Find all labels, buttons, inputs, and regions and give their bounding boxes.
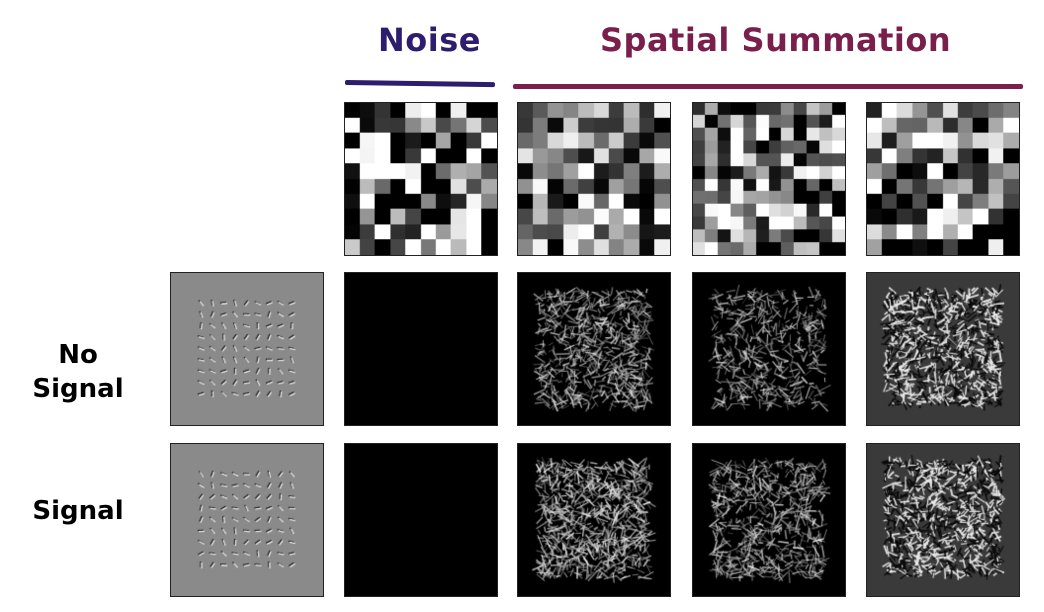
row-label-no-signal-line2: Signal — [32, 374, 124, 404]
response-no-signal-summation-3 — [866, 272, 1020, 426]
spatial-summation-header: Spatial Summation — [600, 21, 952, 59]
response-no-signal-noise — [344, 272, 498, 426]
noise-pattern-tile — [344, 102, 498, 256]
response-no-signal-summation-2 — [692, 272, 846, 426]
row-label-signal: Signal — [32, 496, 124, 526]
row-label-no-signal: No Signal — [8, 338, 148, 406]
response-signal-summation-2 — [692, 443, 846, 597]
noise-header-underline — [344, 80, 496, 88]
stimulus-no-signal — [170, 272, 324, 426]
summation-pattern-tile-2 — [692, 102, 846, 256]
response-signal-summation-1 — [517, 443, 671, 597]
spatial-summation-header-underline — [513, 84, 1023, 89]
noise-header: Noise — [378, 21, 481, 59]
summation-pattern-tile-1 — [517, 102, 671, 256]
response-no-signal-summation-1 — [517, 272, 671, 426]
response-signal-noise — [344, 443, 498, 597]
response-signal-summation-3 — [866, 443, 1020, 597]
row-label-no-signal-line1: No — [58, 340, 98, 370]
summation-pattern-tile-3 — [866, 102, 1020, 256]
stimulus-signal — [170, 443, 324, 597]
